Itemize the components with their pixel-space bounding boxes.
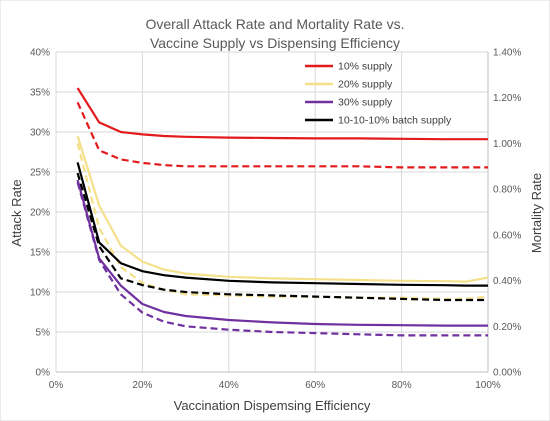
y2-tick-label: 1.40% [493,48,521,59]
x-tick-label: 80% [392,380,412,391]
x-tick-label: 100% [475,380,501,391]
x-tick-label: 0% [49,380,64,391]
legend-label-series-3: 10-10-10% batch supply [338,115,452,127]
attack-rate-line-series-2 [76,179,488,327]
y2-tick-label: 1.00% [493,139,521,150]
y-tick-label: 10% [30,288,50,299]
legend-label-series-2: 30% supply [338,97,393,109]
y2-tick-label: 0.20% [493,322,521,333]
y-tick-label: 20% [30,208,50,219]
chart-title-line-1: Overall Attack Rate and Mortality Rate v… [145,16,404,32]
series-lines [76,87,489,337]
attack-rate-line-series-3 [76,162,488,287]
y-axis-title: Attack Rate [9,179,24,246]
y-tick-label: 35% [30,88,50,99]
x-tick-label: 60% [305,380,325,391]
mortality-rate-line-series-2 [76,182,488,337]
y2-tick-label: 0.60% [493,230,521,241]
x-axis-title: Vaccination Dispemsing Efficiency [174,398,371,413]
attack-rate-line-series-1 [76,135,489,283]
mortality-rate-line-series-1 [76,143,489,300]
mortality-rate-line-series-3 [76,172,488,302]
legend: 10% supply 20% supply 30% supply 10-10-10% … [305,61,452,127]
y-tick-label: 25% [30,168,50,179]
y2-tick-label: 1.20% [493,93,521,104]
legend-label-series-0: 10% supply [338,61,393,73]
axes [56,52,489,373]
attack-rate-line-series-0 [76,87,488,141]
tick-labels: 0% 5% 10% 15% 20% 25% 30% 35% 40% 0.00% 0.20% 0.40%… [30,48,521,392]
mortality-rate-line-series-0 [76,101,488,169]
gridlines [55,51,489,373]
x-tick-label: 20% [132,380,152,391]
y2-tick-label: 0.00% [493,368,521,379]
y2-axis-title: Mortality Rate [529,173,544,253]
y-tick-label: 0% [36,368,51,379]
y2-tick-label: 0.80% [493,185,521,196]
y-tick-label: 30% [30,128,50,139]
x-tick-label: 40% [219,380,239,391]
legend-label-series-1: 20% supply [338,79,393,91]
y-tick-label: 40% [30,48,50,59]
y-tick-label: 15% [30,248,50,259]
y-tick-label: 5% [36,328,51,339]
chart-title-line-2: Vaccine Supply vs Dispensing Efficiency [150,35,400,51]
y2-tick-label: 0.40% [493,276,521,287]
